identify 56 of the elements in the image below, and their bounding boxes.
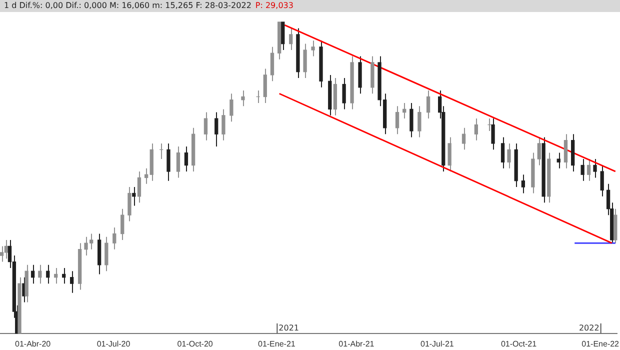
x-tick-label: 01-Jul-21 (420, 339, 454, 348)
chart-title: 1 d Dif.%: 0,00 Dif.: 0,000 M: 16,060 m: 15,265 F: 28-03-2022 (4, 1, 252, 10)
x-tick-label: 01-Jul-20 (96, 339, 131, 348)
candlestick (491, 118, 495, 150)
x-tick-label: 01-Abr-20 (15, 339, 52, 348)
candlestick (462, 127, 466, 150)
candlestick (580, 158, 584, 182)
candlestick (289, 28, 293, 51)
annotation: 2021 (278, 323, 300, 332)
candlestick (263, 68, 267, 104)
candlestick (564, 134, 568, 169)
candlestick (241, 90, 245, 107)
candlestick (222, 108, 226, 141)
candlestick (537, 136, 541, 166)
candlestick (137, 170, 142, 204)
candlestick (184, 146, 188, 172)
candlestick (166, 142, 170, 182)
candlestick (426, 90, 430, 120)
x-tick-label: 01-Oct-20 (177, 339, 214, 348)
x-tick-label: 01-Abr-21 (338, 339, 375, 348)
candlestick (70, 270, 74, 294)
chart-subtitle: P: 29,033 (255, 1, 294, 10)
candlestick (418, 106, 422, 138)
candlestick (410, 102, 414, 138)
candlestick (586, 158, 591, 182)
candlestick (311, 40, 315, 57)
candlestick (128, 186, 132, 222)
candlestick (38, 264, 42, 284)
candlestick (303, 43, 307, 79)
candlestick (0, 246, 4, 262)
candlestick (395, 106, 400, 135)
candlestick (4, 239, 8, 260)
x-tick-label: 01-Ene-21 (258, 339, 296, 348)
candlestick (600, 164, 604, 197)
candlestick (474, 118, 478, 141)
candlestick (46, 264, 50, 284)
x-tick-label: 01-Ene-22 (582, 339, 620, 348)
candlestick (204, 112, 208, 141)
candlestick (112, 227, 116, 250)
candlestick (521, 174, 526, 194)
candlestick (120, 208, 124, 240)
candlestick (500, 136, 505, 169)
candlestick (281, 22, 285, 51)
candlestick (30, 264, 35, 284)
candlestick (214, 112, 218, 148)
candlestick (176, 146, 180, 178)
candlestick (448, 136, 452, 172)
candlestick (593, 158, 597, 178)
x-tick-label: 01-Oct-21 (500, 339, 538, 348)
annotation: 2022 (578, 323, 600, 332)
candlestick (507, 142, 511, 169)
candlestick (270, 46, 274, 82)
candlestick (556, 152, 560, 169)
candlestick (104, 236, 108, 272)
candlestick (230, 93, 234, 122)
candlestick (342, 78, 346, 110)
